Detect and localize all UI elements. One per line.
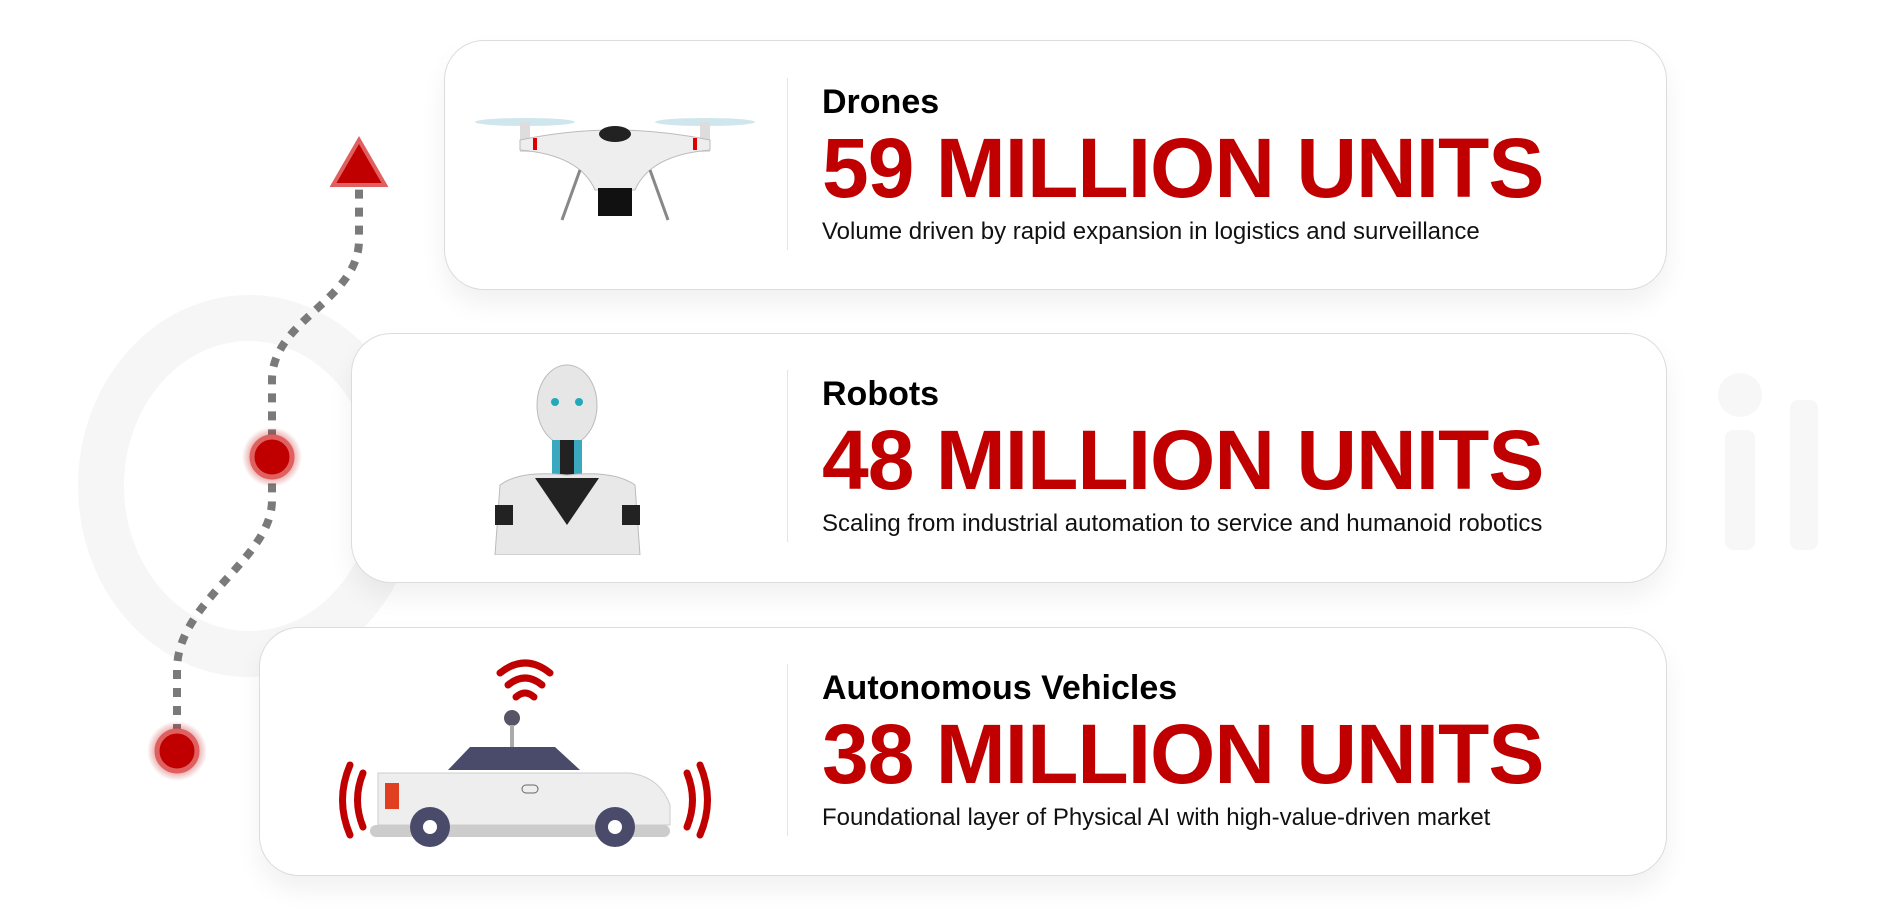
card-title: Autonomous Vehicles bbox=[822, 669, 1178, 707]
card-description: Volume driven by rapid expansion in logi… bbox=[822, 218, 1480, 245]
robot-icon bbox=[494, 364, 641, 555]
card-description: Scaling from industrial automation to se… bbox=[822, 510, 1543, 537]
card-divider bbox=[787, 664, 788, 836]
card-title: Robots bbox=[822, 375, 940, 413]
drone-icon bbox=[475, 118, 755, 221]
timeline-dot bbox=[249, 434, 295, 480]
card-text: Drones 59 MILLION UNITS Volume driven by… bbox=[822, 82, 1544, 248]
card-divider bbox=[787, 370, 788, 542]
card-description: Foundational layer of Physical AI with h… bbox=[822, 804, 1491, 831]
card-text: Autonomous Vehicles 38 MILLION UNITS Fou… bbox=[822, 668, 1544, 834]
card-value: 38 MILLION UNITS bbox=[822, 707, 1544, 801]
car-icon bbox=[339, 659, 711, 847]
timeline-arrow-icon bbox=[329, 136, 389, 187]
card-divider bbox=[787, 78, 788, 250]
card-value: 59 MILLION UNITS bbox=[822, 121, 1544, 215]
timeline-dot bbox=[154, 728, 200, 774]
card-title: Drones bbox=[822, 83, 940, 121]
card-text: Robots 48 MILLION UNITS Scaling from ind… bbox=[822, 374, 1544, 540]
card-value: 48 MILLION UNITS bbox=[822, 413, 1544, 507]
